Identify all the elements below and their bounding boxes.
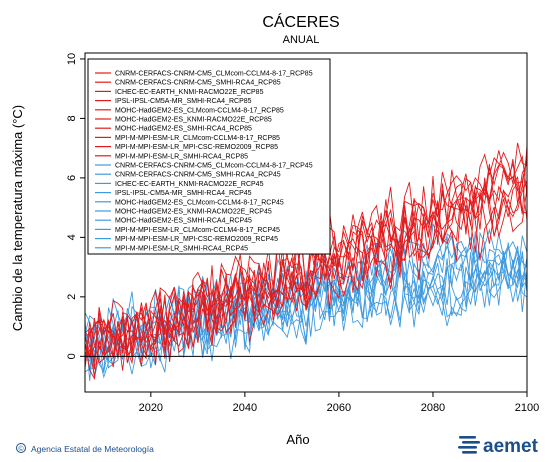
chart-subtitle: ANUAL <box>283 34 320 46</box>
series-line <box>84 228 528 358</box>
footer-credit: © Agencia Estatal de Meteorología <box>16 443 154 454</box>
legend-entry: CNRM-CERFACS-CNRM-CM5_SMHI-RCA4_RCP45 <box>115 172 281 179</box>
y-tick-label: 4 <box>66 234 78 240</box>
legend-box <box>87 58 331 255</box>
x-tick-label: 2040 <box>233 402 257 414</box>
x-axis: 2020 2040 2060 2080 2100 <box>139 392 539 414</box>
y-tick-label: 2 <box>66 294 78 300</box>
copyright-icon <box>16 443 26 453</box>
legend-entry: MPI-M-MPI-ESM-LR_CLMcom-CCLM4-8-17_RCP45 <box>115 227 280 234</box>
x-axis-label: Año <box>286 432 309 447</box>
chart-title: CÁCERES <box>262 12 339 31</box>
x-tick-label: 2060 <box>327 402 351 414</box>
series-line <box>84 250 528 379</box>
x-tick-label: 2100 <box>515 402 539 414</box>
series-line <box>84 180 528 358</box>
legend-entry: MPI-M-MPI-ESM-LR_SMHI-RCA4_RCP85 <box>115 153 248 160</box>
legend-entry: CNRM-CERFACS-CNRM-CM5_CLMcom-CCLM4-8-17_… <box>115 163 313 170</box>
legend-entry: MOHC-HadGEM2-ES_SMHI-RCA4_RCP85 <box>115 126 252 133</box>
y-tick-label: 0 <box>66 353 78 359</box>
x-tick-label: 2080 <box>421 402 445 414</box>
legend-entry: MOHC-HadGEM2-ES_KNMI-RACMO22E_RCP45 <box>115 209 272 216</box>
legend-entry: MPI-M-MPI-ESM-LR_MPI-CSC-REMO2009_RCP85 <box>115 144 278 151</box>
plot-frame <box>84 52 528 393</box>
series-line <box>84 159 528 369</box>
legend-entry: MOHC-HadGEM2-ES_CLMcom-CCLM4-8-17_RCP85 <box>115 107 284 114</box>
legend-entry: MPI-M-MPI-ESM-LR_MPI-CSC-REMO2009_RCP45 <box>115 236 278 243</box>
y-tick-label: 8 <box>66 115 78 121</box>
aemet-logo: aemet <box>458 436 539 457</box>
legend-entry: MOHC-HadGEM2-ES_CLMcom-CCLM4-8-17_RCP45 <box>115 199 284 206</box>
legend-entry: MOHC-HadGEM2-ES_KNMI-RACMO22E_RCP85 <box>115 117 272 124</box>
y-axis: 0 2 4 6 8 10 <box>66 53 85 359</box>
y-tick-label: 6 <box>66 175 78 181</box>
aemet-logo-mark-icon <box>458 436 480 454</box>
series-line <box>84 185 528 381</box>
aemet-logo-text: aemet <box>483 436 539 457</box>
copyright-symbol: © <box>18 445 24 453</box>
series-layer <box>84 142 528 381</box>
legend-entry: CNRM-CERFACS-CNRM-CM5_CLMcom-CCLM4-8-17_… <box>115 71 313 78</box>
legend-entry: IPSL-IPSL-CM5A-MR_SMHI-RCA4_RCP85 <box>115 98 252 105</box>
series-line <box>84 144 528 364</box>
y-axis-label: Cambio de la temperatura máxima (°C) <box>10 105 25 331</box>
legend: CNRM-CERFACS-CNRM-CM5_CLMcom-CCLM4-8-17_… <box>87 58 331 255</box>
agency-credit: Agencia Estatal de Meteorología <box>31 444 154 454</box>
x-tick-label: 2020 <box>139 402 163 414</box>
series-line <box>84 153 528 359</box>
legend-entry: IPSL-IPSL-CM5A-MR_SMHI-RCA4_RCP45 <box>115 190 252 197</box>
legend-entry: MPI-M-MPI-ESM-LR_SMHI-RCA4_RCP45 <box>115 245 248 252</box>
y-tick-label: 10 <box>66 53 78 65</box>
legend-entry: ICHEC-EC-EARTH_KNMI-RACMO22E_RCP45 <box>115 181 264 188</box>
legend-entry: MPI-M-MPI-ESM-LR_CLMcom-CCLM4-8-17_RCP85 <box>115 135 280 142</box>
legend-entry: ICHEC-EC-EARTH_KNMI-RACMO22E_RCP85 <box>115 89 264 96</box>
legend-entry: MOHC-HadGEM2-ES_SMHI-RCA4_RCP45 <box>115 218 252 225</box>
legend-entry: CNRM-CERFACS-CNRM-CM5_SMHI-RCA4_RCP85 <box>115 80 281 87</box>
